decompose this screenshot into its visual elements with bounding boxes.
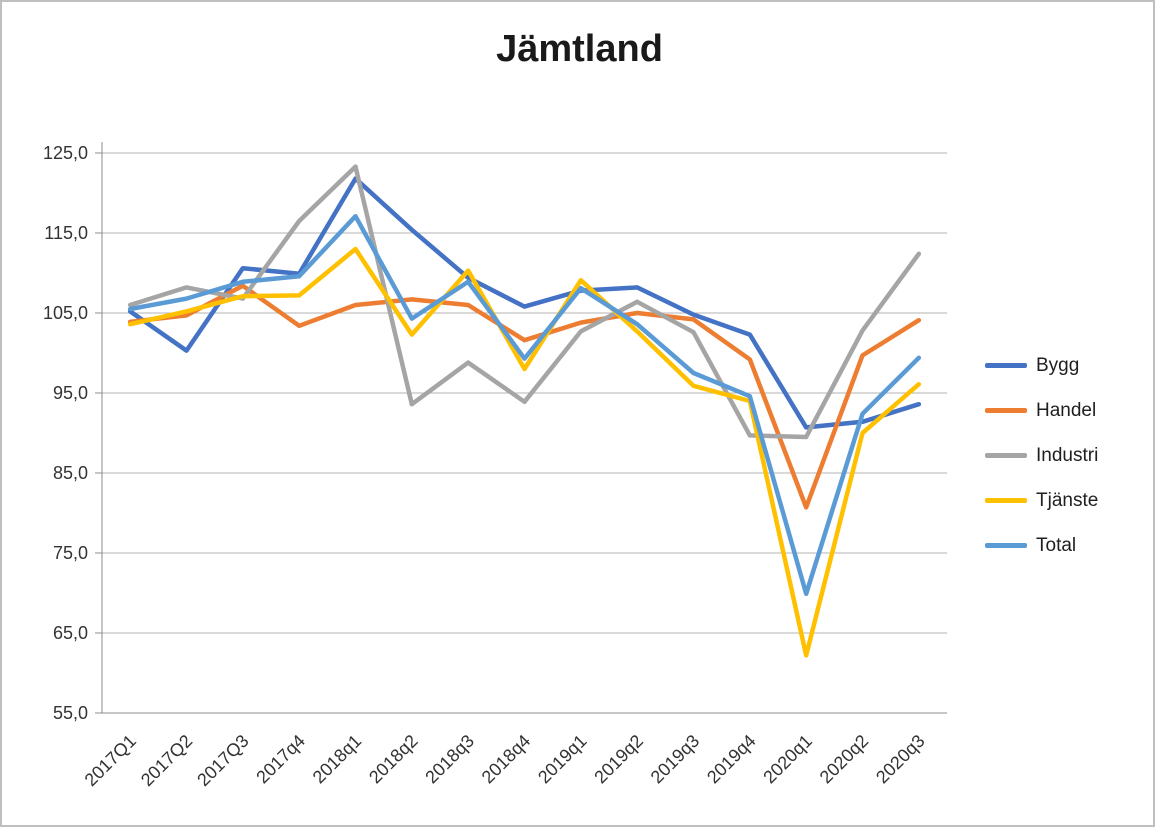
legend-item-bygg: Bygg [985, 343, 1098, 388]
legend-swatch-bygg [985, 363, 1027, 368]
x-tick-label: 2018q4 [478, 731, 535, 788]
chart-title: Jämtland [496, 28, 663, 70]
x-tick-label: 2019q2 [590, 731, 647, 788]
x-tick-label: 2020q1 [759, 731, 816, 788]
y-tick-label: 55,0 [53, 703, 88, 723]
x-tick-label: 2020q2 [816, 731, 873, 788]
legend-item-handel: Handel [985, 388, 1098, 433]
legend-swatch-industri [985, 453, 1027, 458]
x-tick-label: 2017Q2 [137, 731, 196, 790]
y-tick-label: 95,0 [53, 383, 88, 403]
legend-swatch-handel [985, 408, 1027, 413]
legend-swatch-tjänste [985, 498, 1027, 503]
x-tick-label: 2018q3 [421, 731, 478, 788]
y-tick-label: 65,0 [53, 623, 88, 643]
legend-label: Bygg [1036, 354, 1080, 376]
series-line-handel [127, 283, 922, 510]
x-tick-label: 2020q3 [872, 731, 929, 788]
y-tick-label: 75,0 [53, 543, 88, 563]
x-tick-label: 2017Q3 [193, 731, 252, 790]
series-line-bygg [127, 176, 922, 430]
legend-label: Total [1036, 534, 1077, 556]
legend: Bygg Handel Industri Tjänste Total [985, 343, 1098, 568]
series-line-industri [127, 164, 922, 440]
legend-item-industri: Industri [985, 433, 1098, 478]
legend-item-total: Total [985, 523, 1098, 568]
x-tick-label: 2018q2 [365, 731, 422, 788]
x-tick-label: 2017q4 [252, 731, 309, 788]
series-line-total [127, 213, 922, 597]
legend-label: Tjänste [1036, 489, 1099, 511]
y-tick-label: 105,0 [43, 303, 88, 323]
x-tick-label: 2018q1 [309, 731, 366, 788]
legend-label: Handel [1036, 399, 1097, 421]
x-tick-label: 2017Q1 [81, 731, 140, 790]
y-tick-label: 85,0 [53, 463, 88, 483]
legend-item-tjänste: Tjänste [985, 478, 1098, 523]
x-tick-label: 2019q3 [647, 731, 704, 788]
x-tick-label: 2019q1 [534, 731, 591, 788]
series-line-tjänste [127, 246, 922, 658]
legend-swatch-total [985, 543, 1027, 548]
x-tick-label: 2019q4 [703, 731, 760, 788]
legend-label: Industri [1036, 444, 1099, 466]
y-tick-label: 115,0 [44, 223, 88, 243]
y-tick-label: 125,0 [43, 143, 88, 163]
